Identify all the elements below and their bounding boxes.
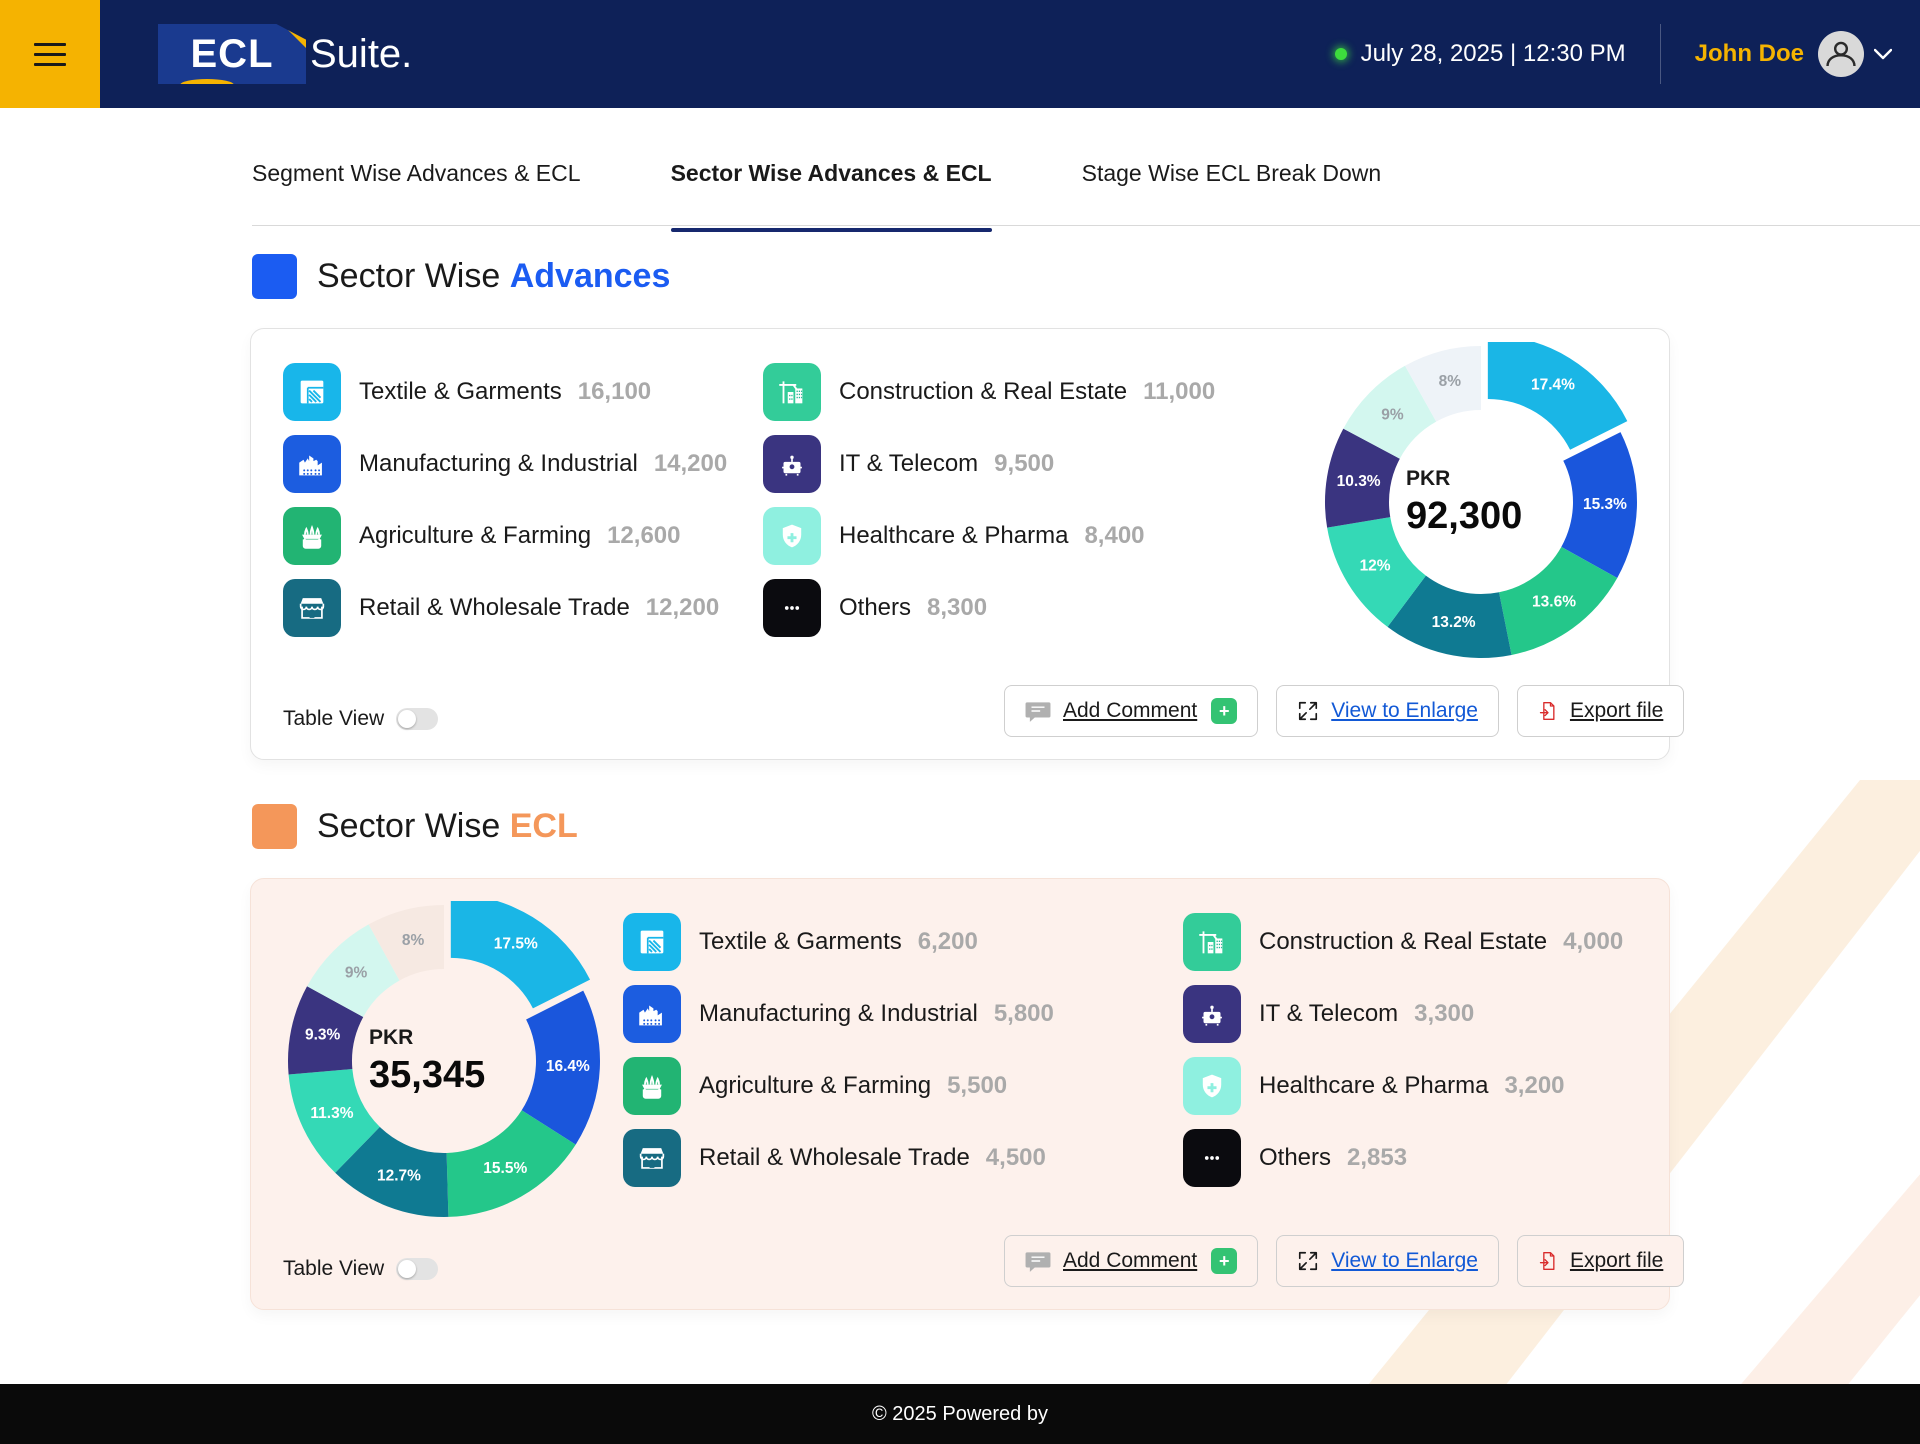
svg-text:13.6%: 13.6% xyxy=(1532,593,1576,610)
svg-text:15.3%: 15.3% xyxy=(1583,496,1627,513)
svg-text:10.3%: 10.3% xyxy=(1337,473,1381,490)
svg-text:16.4%: 16.4% xyxy=(546,1058,590,1075)
svg-text:13.2%: 13.2% xyxy=(1432,614,1476,631)
svg-text:15.5%: 15.5% xyxy=(483,1160,527,1177)
svg-text:8%: 8% xyxy=(402,932,425,949)
svg-text:12.7%: 12.7% xyxy=(377,1168,421,1185)
svg-text:12%: 12% xyxy=(1360,558,1391,575)
svg-text:11.3%: 11.3% xyxy=(310,1105,353,1122)
svg-text:9.3%: 9.3% xyxy=(305,1027,341,1044)
svg-text:9%: 9% xyxy=(1381,406,1404,423)
svg-text:8%: 8% xyxy=(1439,373,1462,390)
svg-text:17.5%: 17.5% xyxy=(494,935,538,952)
svg-text:17.4%: 17.4% xyxy=(1531,377,1575,394)
svg-text:9%: 9% xyxy=(345,965,368,982)
